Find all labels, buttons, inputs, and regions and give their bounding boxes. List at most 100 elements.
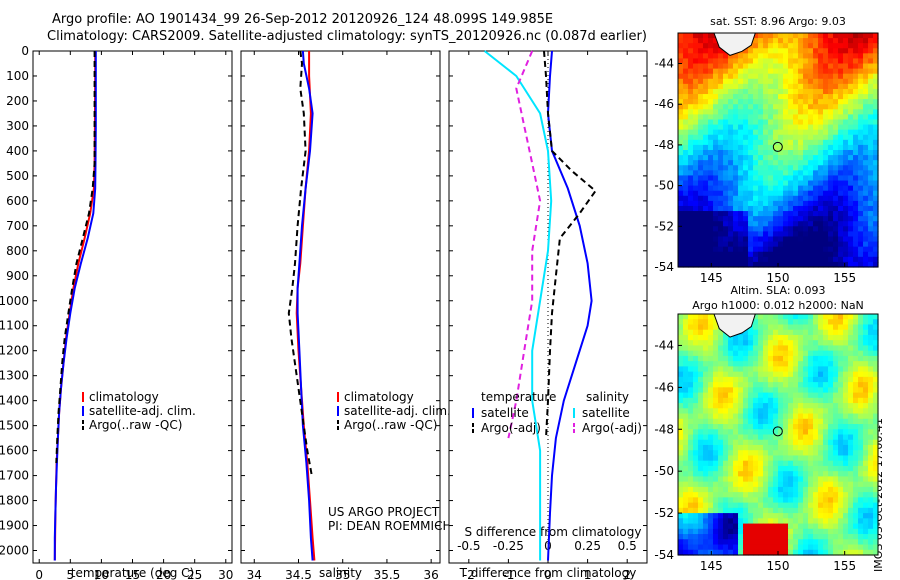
- map-cell: [768, 376, 774, 383]
- map-cell: [833, 226, 839, 232]
- map-cell: [838, 68, 844, 75]
- map-cell: [783, 319, 789, 326]
- map-cell: [708, 114, 714, 121]
- map-cell: [813, 33, 819, 39]
- map-cell: [688, 175, 694, 182]
- map-cell: [813, 366, 819, 373]
- map-cell: [728, 465, 734, 472]
- map-cell: [843, 366, 849, 373]
- map-cell: [848, 58, 854, 65]
- map-cell: [743, 329, 749, 336]
- map-cell: [868, 195, 874, 202]
- map-cell: [683, 175, 689, 182]
- map-cell: [713, 397, 719, 404]
- map-cell: [768, 387, 774, 394]
- map-cell: [738, 392, 744, 399]
- map-cell: [803, 155, 809, 161]
- map-cell: [753, 429, 759, 436]
- map-cell: [678, 418, 684, 425]
- map-cell: [693, 324, 699, 331]
- map-cell: [858, 450, 864, 457]
- map-cell: [813, 200, 819, 207]
- map-cell: [718, 539, 724, 546]
- map-cell: [693, 165, 699, 171]
- map-cell: [738, 114, 744, 121]
- map-cell: [708, 382, 714, 388]
- map-cell: [713, 455, 719, 462]
- map-cell: [833, 350, 839, 357]
- map-cell: [843, 119, 849, 126]
- map-cell: [773, 216, 779, 222]
- map-cell: [758, 109, 764, 115]
- map-cell: [833, 68, 839, 75]
- map-cell: [818, 513, 824, 519]
- map-cell: [693, 129, 699, 136]
- x-tick-label: 155: [833, 559, 856, 573]
- map-cell: [708, 486, 714, 493]
- map-cell: [808, 397, 814, 404]
- map-cell: [778, 376, 784, 383]
- map-cell: [788, 175, 794, 182]
- map-cell: [688, 160, 694, 166]
- map-cell: [793, 155, 799, 161]
- map-cell: [823, 376, 829, 383]
- map-cell: [853, 523, 859, 530]
- map-cell: [803, 413, 809, 420]
- map-cell: [778, 53, 784, 60]
- map-cell: [823, 170, 829, 177]
- map-cell: [873, 382, 879, 388]
- map-cell: [743, 455, 749, 462]
- map-cell: [818, 170, 824, 177]
- map-cell: [748, 418, 754, 425]
- map-cell: [823, 371, 829, 378]
- map-cell: [708, 119, 714, 126]
- map-cell: [768, 99, 774, 105]
- map-cell: [853, 424, 859, 430]
- map-cell: [743, 355, 749, 362]
- map-cell: [768, 528, 774, 535]
- map-cell: [718, 413, 724, 420]
- map-cell: [823, 94, 829, 100]
- map-cell: [763, 324, 769, 331]
- map-cell: [708, 241, 714, 248]
- map-cell: [743, 408, 749, 415]
- map-cell: [678, 340, 684, 347]
- map-cell: [688, 481, 694, 488]
- map-cell: [698, 83, 704, 90]
- map-cell: [848, 544, 854, 551]
- map-cell: [753, 251, 759, 258]
- map-cell: [768, 185, 774, 192]
- map-cell: [788, 124, 794, 131]
- map-cell: [753, 88, 759, 95]
- map-cell: [843, 200, 849, 207]
- map-cell: [723, 460, 729, 467]
- map-cell: [828, 139, 834, 146]
- map-cell: [738, 144, 744, 151]
- map-cell: [743, 549, 749, 556]
- map-cell: [693, 429, 699, 436]
- map-cell: [768, 261, 774, 268]
- map-cell: [823, 424, 829, 430]
- map-cell: [818, 251, 824, 258]
- legend-group-title: temperature: [481, 390, 556, 404]
- map-cell: [768, 48, 774, 54]
- map-cell: [798, 165, 804, 171]
- map-cell: [813, 205, 819, 212]
- map-cell: [838, 455, 844, 462]
- map-cell: [798, 139, 804, 146]
- map-cell: [688, 523, 694, 530]
- map-cell: [773, 549, 779, 556]
- map-cell: [738, 83, 744, 90]
- map-cell: [718, 83, 724, 90]
- map-cell: [858, 429, 864, 436]
- map-cell: [693, 211, 699, 217]
- map-cell: [723, 492, 729, 498]
- map-cell: [728, 413, 734, 420]
- map-cell: [773, 236, 779, 243]
- map-cell: [743, 190, 749, 197]
- map-cell: [838, 155, 844, 161]
- map-cell: [683, 408, 689, 415]
- map-cell: [853, 334, 859, 341]
- map-cell: [738, 150, 744, 156]
- map-cell: [828, 334, 834, 341]
